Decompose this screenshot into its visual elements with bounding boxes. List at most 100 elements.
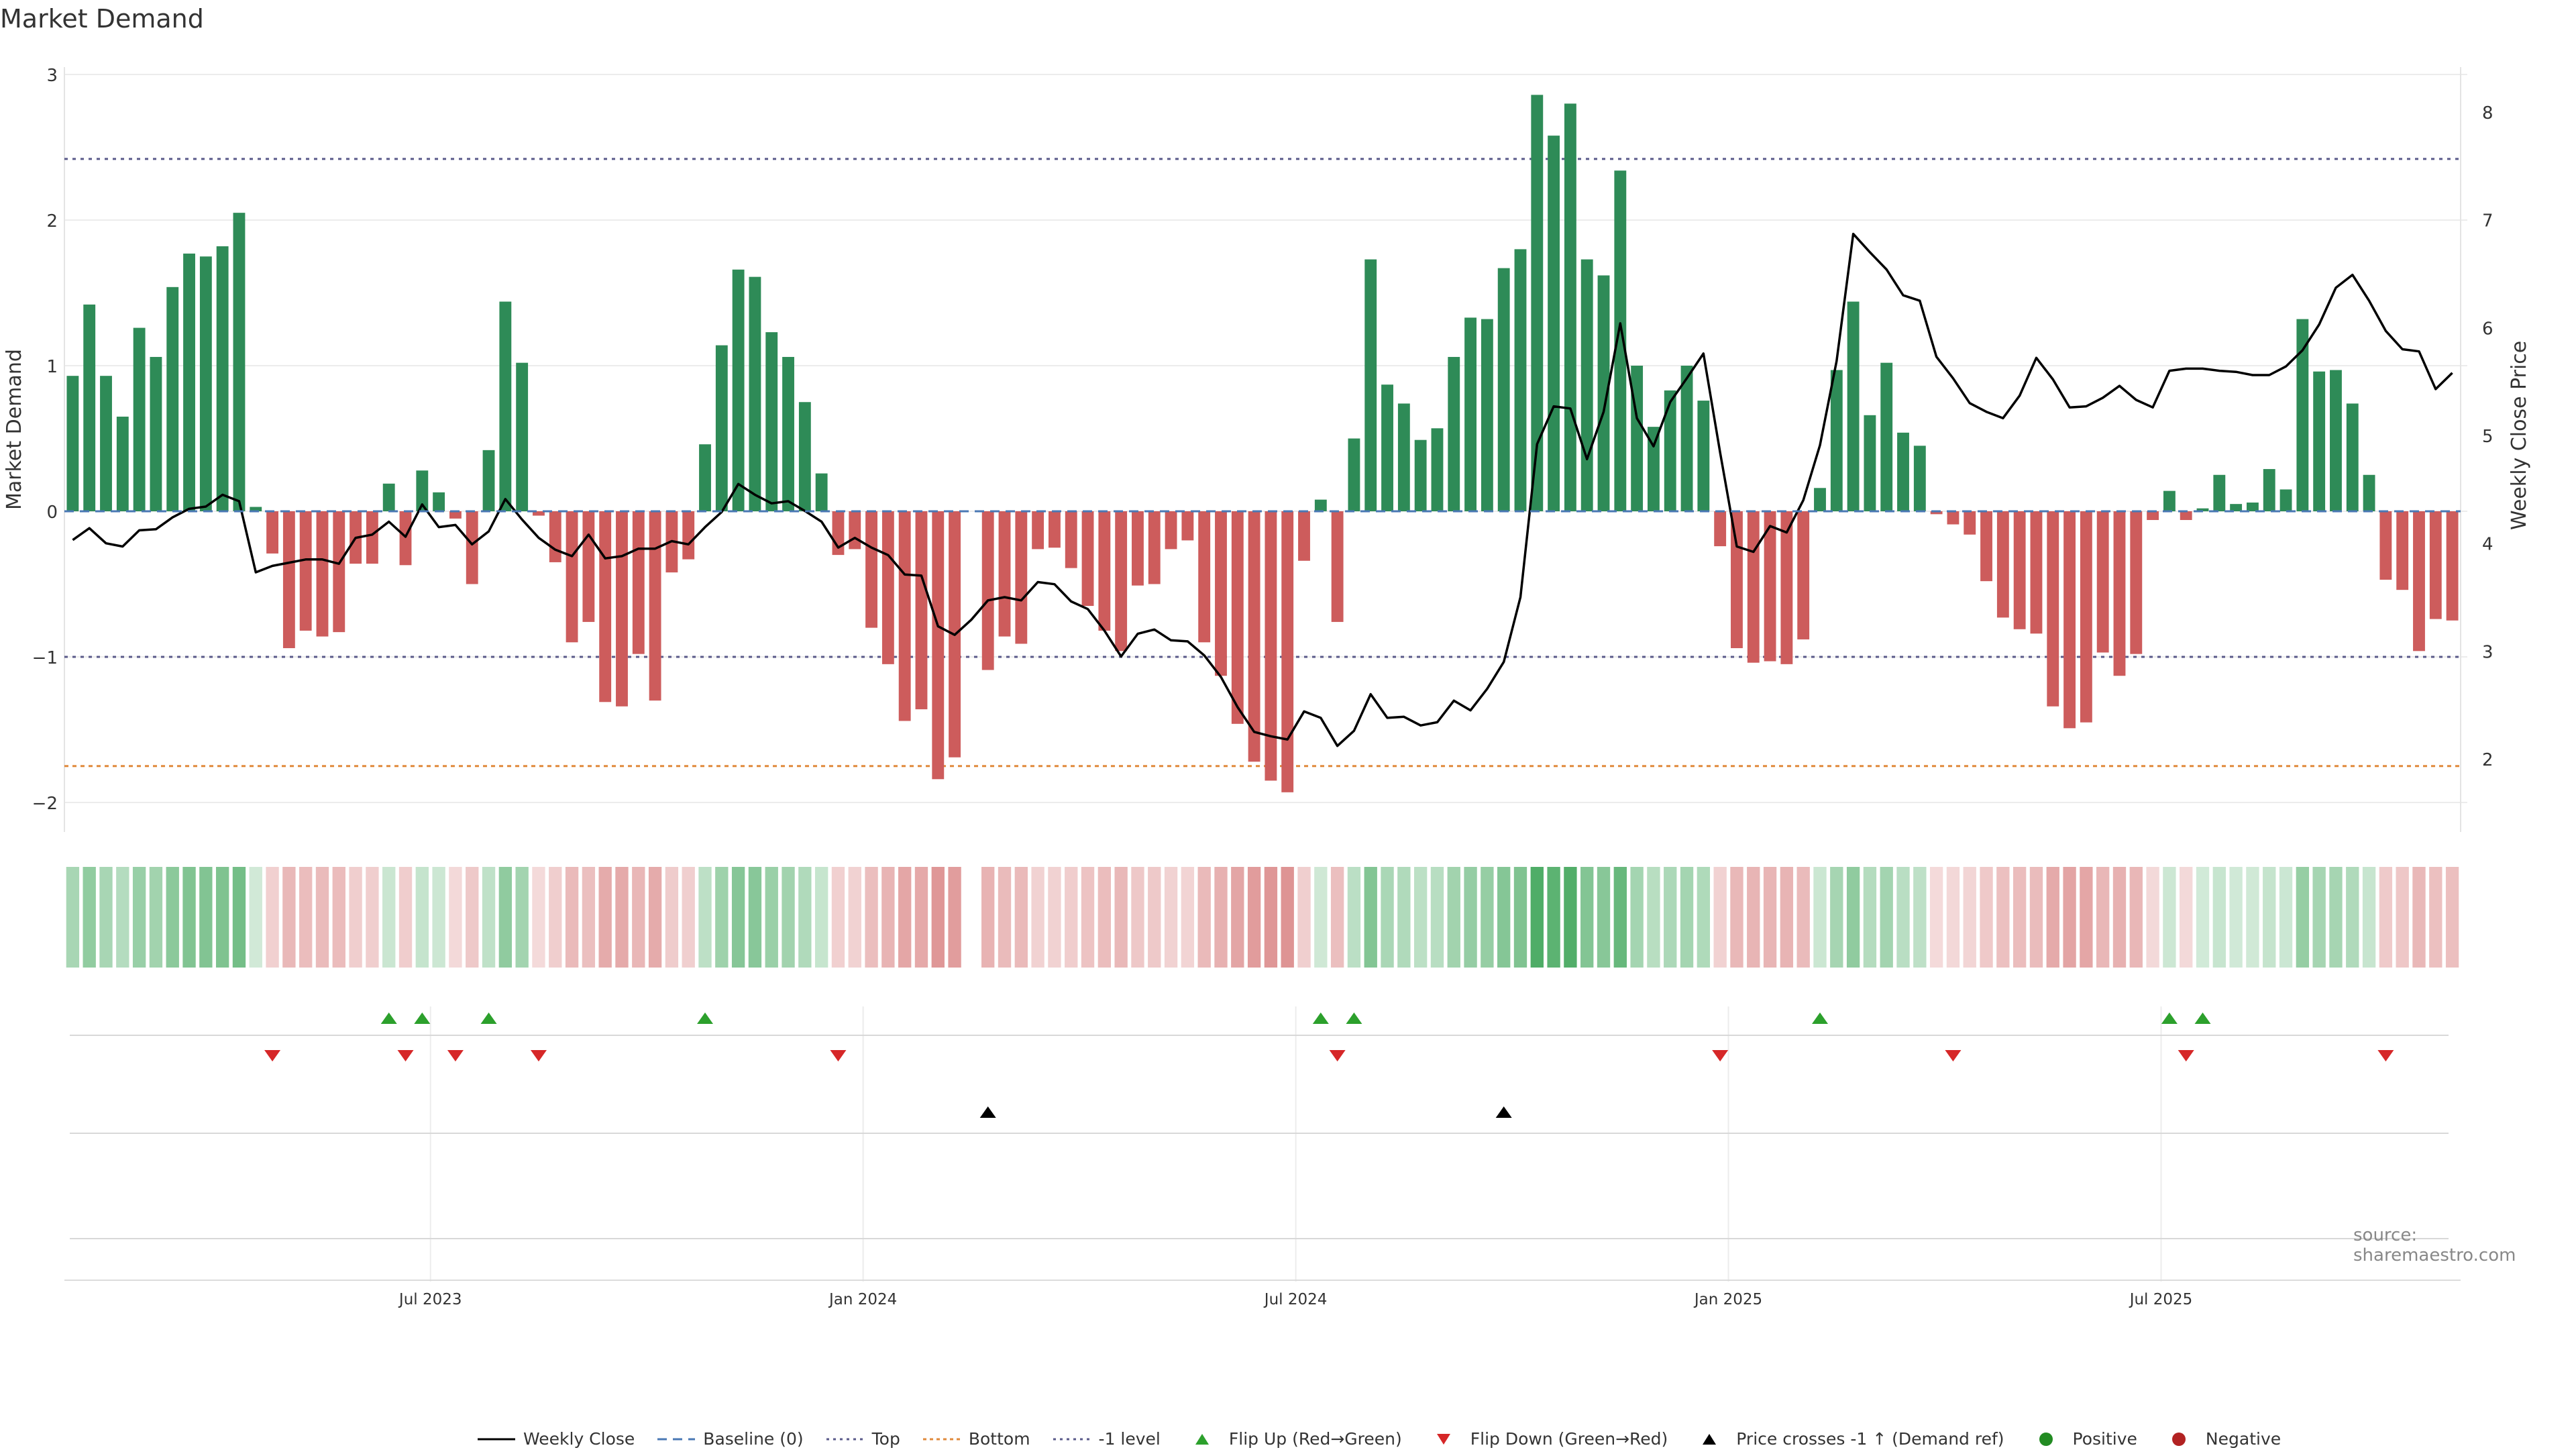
heat-strip-cell [2080, 867, 2093, 968]
source-credit: source: sharemaestro.com [2353, 1225, 2516, 1265]
demand-bar [433, 492, 445, 511]
demand-bar [1298, 511, 1310, 561]
demand-bar [2196, 508, 2209, 511]
flip-markers [70, 1012, 2449, 1061]
heat-strip-cell [2279, 867, 2293, 968]
demand-bar [1648, 427, 1660, 511]
heat-strip-cell [2263, 867, 2276, 968]
heat-strip-cell [1896, 867, 1910, 968]
flip-down-marker [830, 1050, 847, 1061]
heat-strip-cell [2346, 867, 2359, 968]
heat-strip-cell [83, 867, 96, 968]
demand-bar [2296, 319, 2309, 511]
demand-bar [1115, 511, 1128, 652]
heat-strip-cell [1314, 867, 1328, 968]
demand-bar [266, 511, 278, 554]
legend-item-top: Top [826, 1429, 900, 1449]
demand-bar [1481, 319, 1493, 511]
demand-bar [2279, 489, 2292, 511]
heat-strip-cell [1364, 867, 1377, 968]
demand-bar [1631, 366, 1644, 511]
heat-strip-cell [1481, 867, 1494, 968]
heat-strip-cell [182, 867, 196, 968]
heat-strip-cell [2229, 867, 2243, 968]
heat-strip-cell [199, 867, 213, 968]
demand-bar [981, 511, 994, 670]
heat-strip-cell [449, 867, 462, 968]
x-tick-label: Jul 2025 [2129, 1291, 2193, 1308]
heat-strip-cell [332, 867, 345, 968]
legend-swatch-cross [1703, 1433, 1717, 1445]
heat-strip-cell [2112, 867, 2127, 968]
legend-item-flip-up: Flip Up (Red→Green) [1183, 1429, 1402, 1449]
heat-strip-cell [1880, 867, 1893, 968]
flip-down-marker [530, 1050, 547, 1061]
demand-bar [1780, 511, 1793, 664]
chart-title: Market Demand [0, 4, 204, 34]
demand-bar [1964, 511, 1976, 535]
legend-label: Flip Down (Green→Red) [1470, 1429, 1668, 1449]
legend-item-level: -1 level [1053, 1429, 1161, 1449]
heat-strip-cell [1863, 867, 1877, 968]
demand-bar [1814, 488, 1826, 511]
heat-strip-cell [2429, 867, 2443, 968]
heat-strip-cell [1913, 867, 1927, 968]
demand-bar [199, 256, 212, 511]
heat-strip-cell [1430, 867, 1444, 968]
cross-up-marker [979, 1106, 996, 1118]
y2-tick-label: 7 [2482, 211, 2493, 231]
demand-bar [316, 511, 329, 637]
flip-up-marker [697, 1012, 714, 1024]
heat-strip-cell [1697, 867, 1711, 968]
heat-strip-cell [366, 867, 379, 968]
heat-strip-cell [1580, 867, 1594, 968]
demand-bar [133, 327, 146, 511]
y-tick-label: −1 [32, 648, 58, 668]
demand-bar [2363, 474, 2375, 511]
heat-strip-cell [249, 867, 262, 968]
heat-strip-cell [1597, 867, 1611, 968]
heat-strip-cell [1065, 867, 1078, 968]
demand-bar [1165, 511, 1177, 550]
legend-label: Positive [2072, 1429, 2137, 1449]
flip-down-marker [447, 1050, 464, 1061]
demand-bar [2313, 371, 2326, 511]
cross-markers [70, 1106, 2449, 1239]
weekly-close-polyline [72, 232, 2453, 747]
demand-bar [1431, 428, 1444, 511]
heat-strip-cell [914, 867, 928, 968]
demand-bar [2413, 511, 2425, 652]
demand-bar [732, 269, 745, 511]
heat-strip-cell [1996, 867, 2010, 968]
demand-bar [282, 511, 295, 648]
y2-tick-label: 4 [2482, 535, 2493, 555]
demand-bar [449, 511, 462, 519]
demand-bar [1797, 511, 1810, 639]
heat-strip-cell [632, 867, 645, 968]
demand-bar [1281, 511, 1294, 792]
demand-bar [1364, 259, 1377, 511]
heat-strip-cell [1081, 867, 1095, 968]
heat-strip-cell [1780, 867, 1794, 968]
demand-bar [1314, 499, 1327, 511]
heat-strip-cell [2029, 867, 2043, 968]
heat-strip-cell [2196, 867, 2210, 968]
demand-bar [1830, 370, 1843, 511]
demand-bar [533, 511, 545, 516]
heat-strip-cell [1464, 867, 1477, 968]
y-tick-label: −2 [32, 794, 58, 814]
flip-down-marker [397, 1050, 414, 1061]
heat-strip-cell [116, 867, 129, 968]
heat-strip-cell [648, 867, 662, 968]
legend-label: Flip Up (Red→Green) [1228, 1429, 1402, 1449]
demand-bar [632, 511, 645, 654]
legend-item-negative: Negative [2160, 1429, 2281, 1449]
heat-strip-cell [748, 867, 762, 968]
heat-strip-cell [1347, 867, 1361, 968]
heat-strip-cell [1031, 867, 1044, 968]
heat-strip-cell [565, 867, 579, 968]
demand-bar [166, 287, 179, 511]
flip-down-marker [1712, 1050, 1729, 1061]
heat-strip-cell [1747, 867, 1760, 968]
legend-swatch-top [826, 1438, 864, 1440]
